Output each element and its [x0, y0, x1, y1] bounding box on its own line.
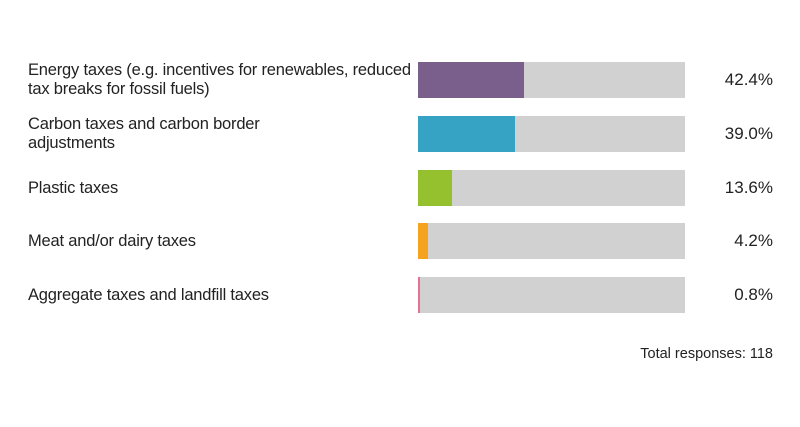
bar-row: Meat and/or dairy taxes 4.2% [0, 223, 800, 259]
bar-track [418, 116, 685, 152]
bar-track [418, 170, 685, 206]
value-label: 4.2% [734, 231, 773, 250]
value-label: 42.4% [724, 70, 773, 89]
total-responses: Total responses: 118 [640, 346, 773, 362]
bar [418, 277, 420, 313]
value-label: 39.0% [724, 124, 773, 143]
category-label: Carbon taxes and carbon border adjustmen… [28, 115, 260, 152]
bar-track [418, 223, 685, 259]
category-label: Aggregate taxes and landfill taxes [28, 285, 269, 304]
category-label: Energy taxes (e.g. incentives for renewa… [28, 61, 411, 98]
bar-row: Plastic taxes 13.6% [0, 170, 800, 206]
bar-row: Aggregate taxes and landfill taxes 0.8% [0, 277, 800, 313]
bar [418, 223, 429, 259]
bar-track [418, 62, 685, 98]
bar [418, 116, 516, 152]
bar-row: Carbon taxes and carbon border adjustmen… [0, 115, 800, 152]
value-label: 13.6% [724, 178, 773, 197]
category-label: Plastic taxes [28, 178, 119, 197]
bar-row: Energy taxes (e.g. incentives for renewa… [0, 61, 800, 98]
value-label: 0.8% [734, 285, 773, 304]
bar [418, 62, 524, 98]
category-label: Meat and/or dairy taxes [28, 231, 196, 250]
bar-track [418, 277, 685, 313]
bar [418, 170, 452, 206]
